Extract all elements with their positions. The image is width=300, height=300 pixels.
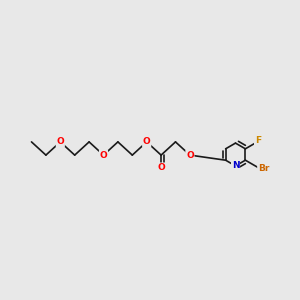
Text: O: O [56,137,64,146]
Text: F: F [255,136,261,145]
Text: O: O [157,163,165,172]
Text: O: O [143,137,151,146]
Text: O: O [186,151,194,160]
Text: O: O [100,151,107,160]
Text: N: N [232,161,239,170]
Text: Br: Br [258,164,269,173]
